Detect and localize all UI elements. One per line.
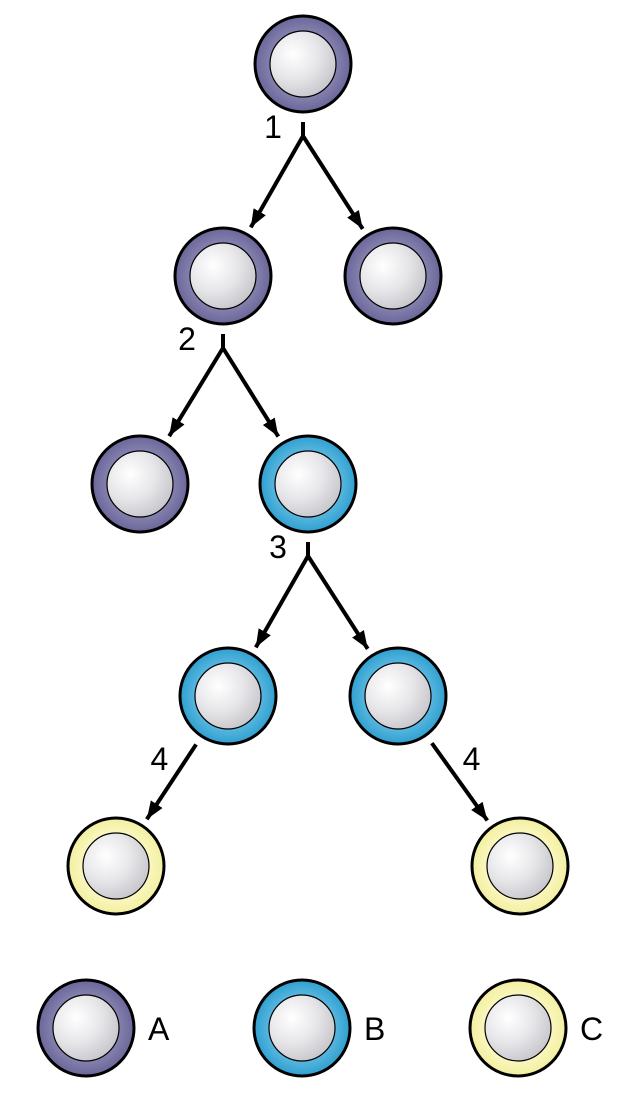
arrow	[169, 348, 223, 436]
legend-cell-C	[470, 980, 566, 1076]
legend-cell-B	[254, 980, 350, 1076]
step-label: 2	[178, 321, 196, 357]
arrow	[256, 556, 308, 647]
cell-n4L	[68, 818, 164, 914]
step-label: 4	[463, 741, 481, 777]
cell-n2L	[92, 436, 188, 532]
step-label: 4	[151, 741, 169, 777]
cell-n3R	[350, 648, 446, 744]
step-label: 1	[264, 109, 282, 145]
step-label: 3	[269, 529, 287, 565]
legend-label: A	[148, 1011, 170, 1047]
cell-n1R	[345, 228, 441, 324]
cell-n4R	[472, 818, 568, 914]
arrow	[303, 136, 363, 229]
arrow	[251, 136, 303, 227]
cell-n2R	[260, 436, 356, 532]
cell-n1L	[175, 228, 271, 324]
legend-label: B	[364, 1011, 385, 1047]
cell-n0	[255, 16, 351, 112]
arrow	[308, 556, 368, 649]
cell-n3L	[180, 648, 276, 744]
arrow	[223, 348, 278, 437]
legend-label: C	[580, 1011, 603, 1047]
legend-cell-A	[38, 980, 134, 1076]
